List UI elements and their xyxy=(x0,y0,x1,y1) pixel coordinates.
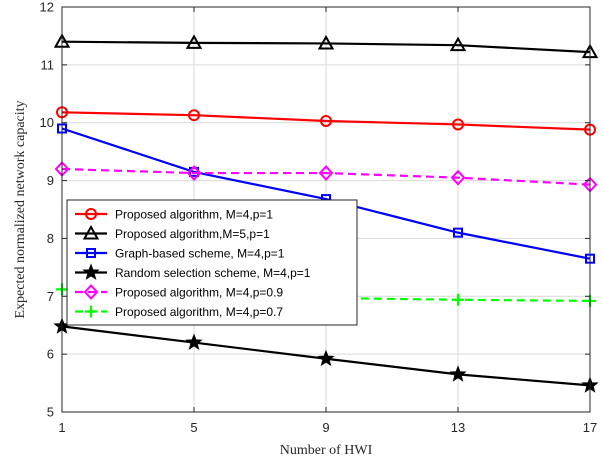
x-tick-label: 9 xyxy=(322,420,329,435)
data-point xyxy=(317,349,335,367)
y-axis-label: Expected normalized network capacity xyxy=(13,100,28,318)
legend-label: Proposed algorithm, M=4,p=0.9 xyxy=(115,286,283,300)
legend-marker xyxy=(86,248,96,258)
legend-label: Proposed algorithm,M=5,p=1 xyxy=(115,227,270,241)
legend-entry: Proposed algorithm, M=4,p=1 xyxy=(75,208,273,222)
legend-label: Graph-based scheme, M=4,p=1 xyxy=(115,247,285,261)
data-point xyxy=(185,34,203,49)
x-tick-label: 17 xyxy=(583,420,597,435)
legend-marker xyxy=(83,284,99,300)
legend-entry: Proposed algorithm, M=4,p=0.7 xyxy=(75,305,283,319)
data-point xyxy=(452,293,464,306)
legend-marker xyxy=(85,208,97,220)
data-point xyxy=(449,365,467,382)
legend-entry: Proposed algorithm, M=4,p=0.9 xyxy=(75,284,283,300)
data-point xyxy=(186,165,202,182)
x-tick-label: 13 xyxy=(451,420,465,435)
series-line xyxy=(61,111,591,131)
legend-marker xyxy=(85,305,97,318)
data-point xyxy=(185,333,203,350)
x-tick-label: 1 xyxy=(58,420,65,435)
legend-label: Proposed algorithm, M=4,p=1 xyxy=(115,208,273,222)
y-tick-label: 6 xyxy=(47,347,54,362)
y-tick-label: 8 xyxy=(47,231,54,246)
data-point xyxy=(320,114,332,127)
data-point xyxy=(317,34,335,50)
data-point xyxy=(449,36,467,52)
legend-entry: Random selection scheme, M=4,p=1 xyxy=(75,263,311,280)
data-point xyxy=(318,165,334,182)
series-line xyxy=(61,127,591,260)
legend-marker xyxy=(82,263,100,280)
legend-marker xyxy=(82,224,100,240)
legend-entry: Proposed algorithm,M=5,p=1 xyxy=(75,224,270,241)
legend-entry: Graph-based scheme, M=4,p=1 xyxy=(75,247,285,261)
data-point xyxy=(452,118,464,131)
legend: Proposed algorithm, M=4,p=1 Proposed algo… xyxy=(66,199,358,326)
y-tick-label: 7 xyxy=(47,289,54,304)
data-point xyxy=(450,169,466,186)
y-tick-label: 5 xyxy=(47,405,54,420)
legend-label: Random selection scheme, M=4,p=1 xyxy=(115,266,311,280)
y-tick-label: 11 xyxy=(41,57,55,72)
x-axis-label: Number of HWI xyxy=(280,443,373,458)
series-line xyxy=(61,40,591,54)
data-point xyxy=(188,109,200,122)
data-point xyxy=(453,227,463,238)
y-tick-label: 9 xyxy=(47,173,54,188)
y-tick-label: 10 xyxy=(40,115,54,130)
x-tick-label: 5 xyxy=(190,420,197,435)
legend-box xyxy=(66,199,358,326)
y-tick-label: 12 xyxy=(40,0,54,15)
legend-label: Proposed algorithm, M=4,p=0.7 xyxy=(115,305,283,319)
series-line xyxy=(61,167,591,186)
